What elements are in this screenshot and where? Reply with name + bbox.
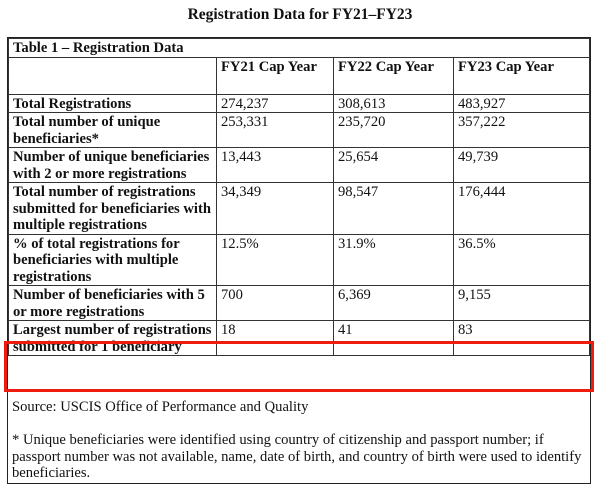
- cell-fy21: 13,443: [216, 147, 334, 183]
- header-fy23: FY23 Cap Year: [453, 56, 590, 95]
- header-fy22: FY22 Cap Year: [333, 56, 454, 95]
- row-label: Total Registrations: [8, 93, 217, 113]
- row-label: Total number of unique beneficiaries*: [8, 112, 217, 148]
- header-empty: [8, 56, 217, 95]
- cell-fy23: 36.5%: [453, 233, 590, 286]
- cell-fy21: 274,237: [216, 93, 334, 113]
- cell-fy22: 308,613: [333, 93, 454, 113]
- table-row: Number of beneficiaries with 5 or more r…: [8, 285, 590, 321]
- table-row: % of total registrations for beneficiari…: [8, 233, 590, 286]
- cell-fy21: 700: [216, 285, 334, 321]
- registration-data-table: Table 1 – Registration Data FY21 Cap Yea…: [8, 38, 590, 356]
- footnote: * Unique beneficiaries were identified u…: [12, 432, 582, 481]
- page-title: Registration Data for FY21–FY23: [187, 6, 413, 23]
- table-frame: [7, 37, 591, 484]
- cell-fy23: 357,222: [453, 112, 590, 148]
- source-note: Source: USCIS Office of Performance and …: [12, 399, 309, 415]
- cell-fy23: 49,739: [453, 147, 590, 183]
- table-row: Number of unique beneficiaries with 2 or…: [8, 147, 590, 183]
- cell-fy21: 12.5%: [216, 233, 334, 286]
- cell-fy21: 18: [216, 320, 334, 356]
- cell-fy21: 34,349: [216, 182, 334, 235]
- table-row: Total Registrations 274,237 308,613 483,…: [8, 93, 590, 113]
- cell-fy23: 9,155: [453, 285, 590, 321]
- cell-fy21: 253,331: [216, 112, 334, 148]
- row-label: Largest number of registrations submitte…: [8, 320, 217, 356]
- cell-fy23: 176,444: [453, 182, 590, 235]
- cell-fy23: 483,927: [453, 93, 590, 113]
- cell-fy22: 98,547: [333, 182, 454, 235]
- table-header-row: FY21 Cap Year FY22 Cap Year FY23 Cap Yea…: [8, 56, 590, 95]
- row-label: Total number of registrations submitted …: [8, 182, 217, 235]
- cell-fy22: 25,654: [333, 147, 454, 183]
- row-label: Number of unique beneficiaries with 2 or…: [8, 147, 217, 183]
- cell-fy22: 31.9%: [333, 233, 454, 286]
- highlight-box: [4, 341, 594, 392]
- row-label: % of total registrations for beneficiari…: [8, 233, 217, 286]
- cell-fy22: 41: [333, 320, 454, 356]
- table-caption-row: Table 1 – Registration Data: [8, 38, 590, 58]
- table-row: Largest number of registrations submitte…: [8, 320, 590, 356]
- table-caption: Table 1 – Registration Data: [8, 38, 590, 58]
- row-label: Number of beneficiaries with 5 or more r…: [8, 285, 217, 321]
- cell-fy22: 235,720: [333, 112, 454, 148]
- table-row: Total number of unique beneficiaries* 25…: [8, 112, 590, 148]
- header-fy21: FY21 Cap Year: [216, 56, 334, 95]
- table-row: Total number of registrations submitted …: [8, 182, 590, 235]
- cell-fy23: 83: [453, 320, 590, 356]
- cell-fy22: 6,369: [333, 285, 454, 321]
